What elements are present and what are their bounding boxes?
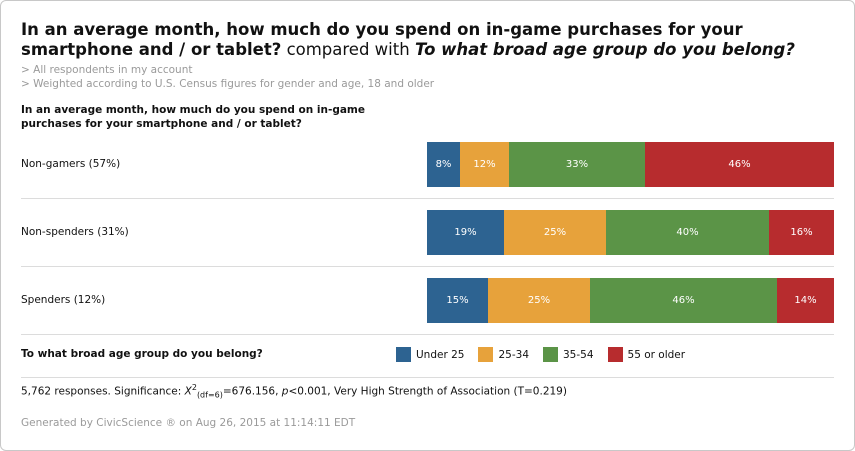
legend-label: 55 or older bbox=[627, 348, 686, 361]
stacked-bar: 19% 25% 40% 16% bbox=[427, 210, 834, 255]
bar-segment: 12% bbox=[460, 142, 509, 187]
legend-separator bbox=[21, 334, 834, 335]
legend: Under 25 25-34 35-54 55 or older bbox=[396, 347, 699, 362]
stacked-bar: 15% 25% 46% 14% bbox=[427, 278, 834, 323]
legend-item: 55 or older bbox=[607, 347, 686, 362]
bar-segment: 19% bbox=[427, 210, 504, 255]
bar-segment: 15% bbox=[427, 278, 488, 323]
legend-swatch bbox=[478, 347, 494, 362]
p-symbol: p bbox=[281, 385, 289, 398]
chi-exponent: 2 bbox=[191, 383, 197, 392]
footer-generated: Generated by CivicScience ® on Aug 26, 2… bbox=[21, 417, 356, 429]
stats-prefix: 5,762 responses. Significance: bbox=[21, 385, 185, 398]
legend-title: To what broad age group do you belong? bbox=[21, 348, 263, 360]
legend-item: 35-54 bbox=[543, 347, 594, 362]
significance-stats: 5,762 responses. Significance: X2(df=6)=… bbox=[21, 383, 567, 400]
bar-segment: 8% bbox=[427, 142, 460, 187]
stacked-bar: 8% 12% 33% 46% bbox=[427, 142, 834, 187]
bar-segment: 16% bbox=[769, 210, 834, 255]
row-label: Non-gamers (57%) bbox=[21, 158, 121, 170]
row-header: In an average month, how much do you spe… bbox=[21, 104, 365, 130]
legend-item: 25-34 bbox=[478, 347, 529, 362]
bar-segment: 46% bbox=[590, 278, 777, 323]
chart-title: In an average month, how much do you spe… bbox=[21, 20, 836, 60]
bar-segment: 46% bbox=[645, 142, 834, 187]
stats-separator bbox=[21, 377, 834, 378]
title-connector: compared with bbox=[286, 40, 410, 59]
bar-segment: 25% bbox=[504, 210, 606, 255]
subtitle-weighting: > Weighted according to U.S. Census figu… bbox=[21, 78, 435, 90]
title-question-1: In an average month, how much do you spe… bbox=[21, 20, 743, 59]
legend-swatch bbox=[607, 347, 623, 362]
legend-swatch bbox=[543, 347, 558, 362]
bar-segment: 14% bbox=[777, 278, 834, 323]
bar-segment: 33% bbox=[509, 142, 645, 187]
bar-segment: 25% bbox=[488, 278, 590, 323]
chi-symbol: X bbox=[184, 385, 192, 398]
row-separator bbox=[21, 266, 834, 267]
title-question-2: To what broad age group do you belong? bbox=[414, 40, 795, 59]
row-separator bbox=[21, 198, 834, 199]
bar-segment: 40% bbox=[606, 210, 769, 255]
legend-label: 25-34 bbox=[498, 348, 529, 361]
subtitle-respondents: > All respondents in my account bbox=[21, 64, 193, 76]
legend-label: 35-54 bbox=[563, 348, 594, 361]
legend-swatch bbox=[396, 347, 411, 362]
chi-df: (df=6) bbox=[196, 390, 223, 400]
row-label: Non-spenders (31%) bbox=[21, 226, 129, 238]
p-value: <0.001, Very High Strength of Associatio… bbox=[288, 385, 567, 398]
row-label: Spenders (12%) bbox=[21, 294, 106, 306]
chi-value: =676.156, bbox=[222, 385, 282, 398]
legend-item: Under 25 bbox=[396, 347, 464, 362]
legend-label: Under 25 bbox=[416, 348, 465, 361]
